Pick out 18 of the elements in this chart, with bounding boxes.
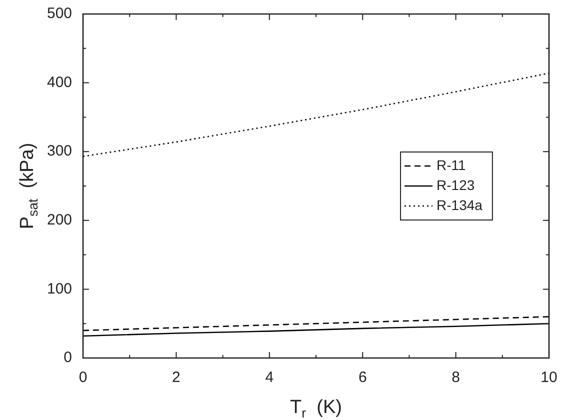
y-tick-label: 300 <box>46 142 72 160</box>
line-series <box>83 316 549 332</box>
legend-label: R-123 <box>436 176 475 193</box>
y-tick-label: 0 <box>64 349 72 366</box>
y-tick-label: 500 <box>46 5 72 22</box>
legend-label: R-11 <box>436 156 466 173</box>
x-tick-label: 8 <box>452 369 460 386</box>
x-tick-label: 6 <box>358 369 367 386</box>
y-tick-label: 200 <box>46 212 72 229</box>
x-tick-label: 2 <box>172 369 180 386</box>
y-tick-label: 400 <box>46 74 72 91</box>
y-axis-title: Psat (kPa) <box>17 142 40 230</box>
legend-label: R-134a <box>436 196 483 213</box>
x-tick-label: 0 <box>78 369 88 386</box>
line-series <box>83 72 549 158</box>
x-tick-label: 4 <box>265 369 274 386</box>
x-tick-label: 10 <box>540 369 558 386</box>
y-tick-label: 100 <box>46 280 72 298</box>
